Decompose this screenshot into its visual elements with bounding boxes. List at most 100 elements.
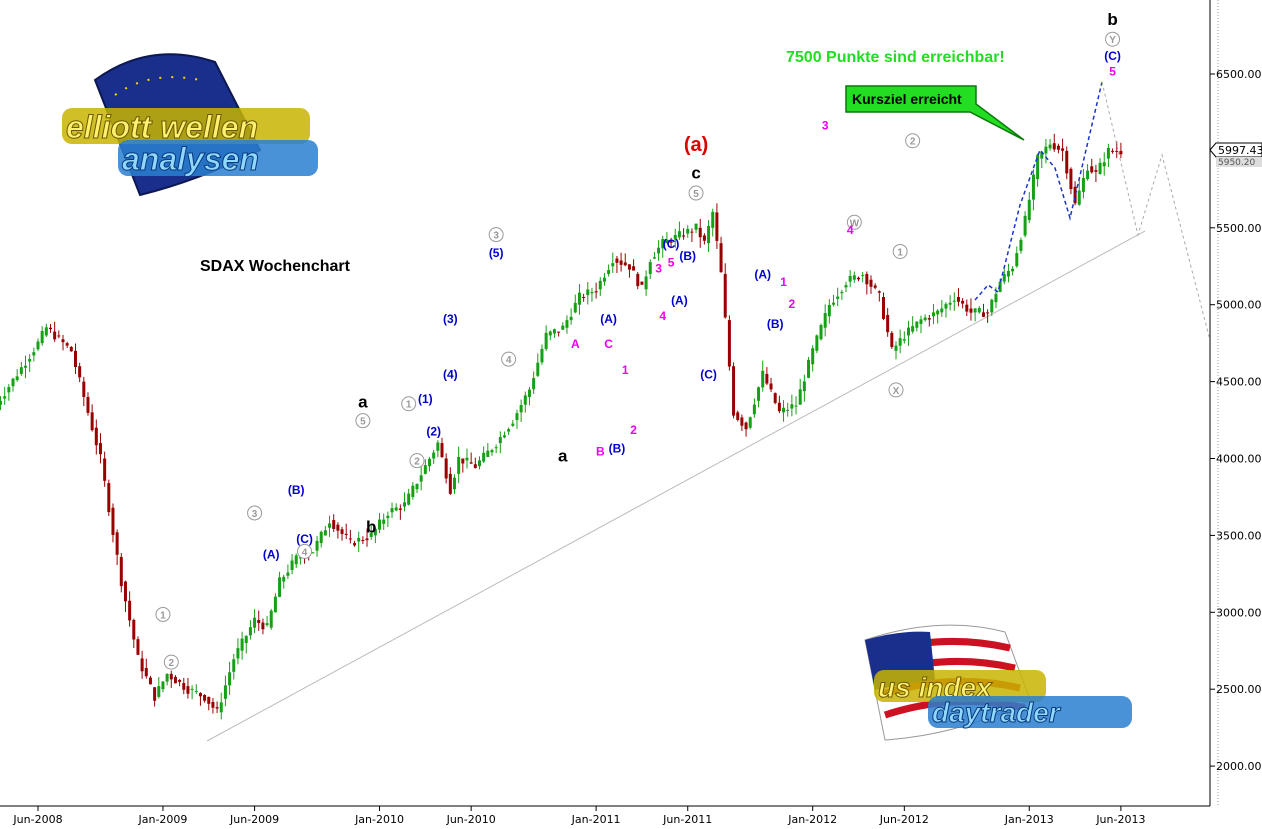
candle-body xyxy=(173,676,177,684)
candle-body xyxy=(586,289,590,296)
candle-body xyxy=(348,538,352,540)
candle-body xyxy=(852,275,856,280)
candle-body xyxy=(1002,274,1006,282)
candle-body xyxy=(332,520,336,529)
candle-body xyxy=(544,332,548,349)
candle-body xyxy=(457,456,461,474)
candle-body xyxy=(461,458,465,464)
wave-label: (3) xyxy=(443,312,458,326)
candle-body xyxy=(956,297,960,302)
candle-body xyxy=(644,276,648,290)
candle-body xyxy=(881,297,885,319)
candle-body xyxy=(719,243,723,273)
candle-body xyxy=(748,417,752,428)
candle-body xyxy=(886,314,890,333)
wave-label: b xyxy=(1107,10,1117,29)
candle-body xyxy=(269,610,273,628)
candle-body xyxy=(569,316,573,321)
candle-body xyxy=(169,673,173,680)
candle-body xyxy=(527,389,531,397)
candle-body xyxy=(769,383,773,390)
candle-body xyxy=(640,281,644,285)
candle-body xyxy=(1044,146,1048,154)
wave-circle xyxy=(247,505,263,521)
wave-forecast-blue xyxy=(974,81,1103,301)
candle-body xyxy=(944,304,948,309)
candle-body xyxy=(736,412,740,420)
candle-body xyxy=(161,681,165,690)
candle-body xyxy=(807,359,811,378)
candle-body xyxy=(565,320,569,328)
candle-body xyxy=(211,702,215,708)
wave-label: (B) xyxy=(767,317,784,331)
x-tick-label: Jan-2011 xyxy=(571,813,621,826)
candle-body xyxy=(1086,170,1090,180)
candle-body xyxy=(65,343,69,346)
wave-circle xyxy=(501,351,517,367)
candle-body xyxy=(123,581,127,602)
candle-body xyxy=(107,483,111,513)
last-price: 5997.43 xyxy=(1218,144,1262,157)
candle-body xyxy=(902,339,906,341)
candle-body xyxy=(244,635,248,644)
candle-body xyxy=(390,508,394,513)
candle-body xyxy=(61,339,65,343)
candle-body xyxy=(148,677,152,685)
candle-body xyxy=(1048,144,1052,149)
candle-body xyxy=(482,452,486,462)
candle-body xyxy=(1102,162,1106,167)
candle-body xyxy=(19,367,23,374)
candle-body xyxy=(444,458,448,479)
candle-body xyxy=(0,400,3,405)
candle-body xyxy=(432,452,436,459)
candle-body xyxy=(848,276,852,282)
candle-body xyxy=(486,450,490,457)
candle-body xyxy=(494,447,498,449)
candle-body xyxy=(428,458,432,467)
candle-body xyxy=(923,317,927,321)
candle-body xyxy=(1094,170,1098,172)
candle-body xyxy=(1052,143,1056,150)
wave-circle xyxy=(355,413,371,429)
candle-body xyxy=(57,335,61,337)
wave-label: (5) xyxy=(489,246,504,260)
candle-body xyxy=(965,304,969,312)
candle-body xyxy=(323,530,327,536)
candle-body xyxy=(36,341,40,350)
candle-body xyxy=(1031,174,1035,200)
candle-body xyxy=(369,532,373,537)
candle-body xyxy=(469,462,473,464)
wave-label: 4 xyxy=(302,547,308,558)
wave-label: a xyxy=(358,393,368,412)
candle-body xyxy=(548,331,552,336)
candle-body xyxy=(407,493,411,505)
candle-body xyxy=(1040,151,1044,159)
candle-body xyxy=(877,291,881,293)
candle-body xyxy=(423,465,427,474)
candle-body xyxy=(761,370,765,388)
candle-body xyxy=(669,241,673,243)
wave-label: X xyxy=(893,386,900,397)
candle-body xyxy=(598,280,602,290)
candle-body xyxy=(832,302,836,305)
candle-body xyxy=(998,281,1002,292)
candle-body xyxy=(336,524,340,531)
candle-body xyxy=(436,442,440,451)
candle-body xyxy=(319,531,323,544)
candle-body xyxy=(1073,186,1077,204)
candle-body xyxy=(419,475,423,482)
x-axis: Jun-2008 Jan-2009 Jun-2009 Jan-2010 Jun-2010… xyxy=(12,806,1145,826)
wave-label: 2 xyxy=(789,297,796,311)
candle-body xyxy=(490,450,494,453)
wave-label: (C) xyxy=(663,237,680,251)
candle-body xyxy=(511,423,515,426)
candle-body xyxy=(990,299,994,313)
candle-body xyxy=(203,694,207,701)
wave-label: 4 xyxy=(506,355,512,366)
wave-label: 2 xyxy=(630,423,637,437)
wave-label: A xyxy=(571,337,580,351)
candle-body xyxy=(24,365,28,368)
candle-body xyxy=(623,262,627,266)
y-tick-label: 4500.00 xyxy=(1216,376,1262,389)
